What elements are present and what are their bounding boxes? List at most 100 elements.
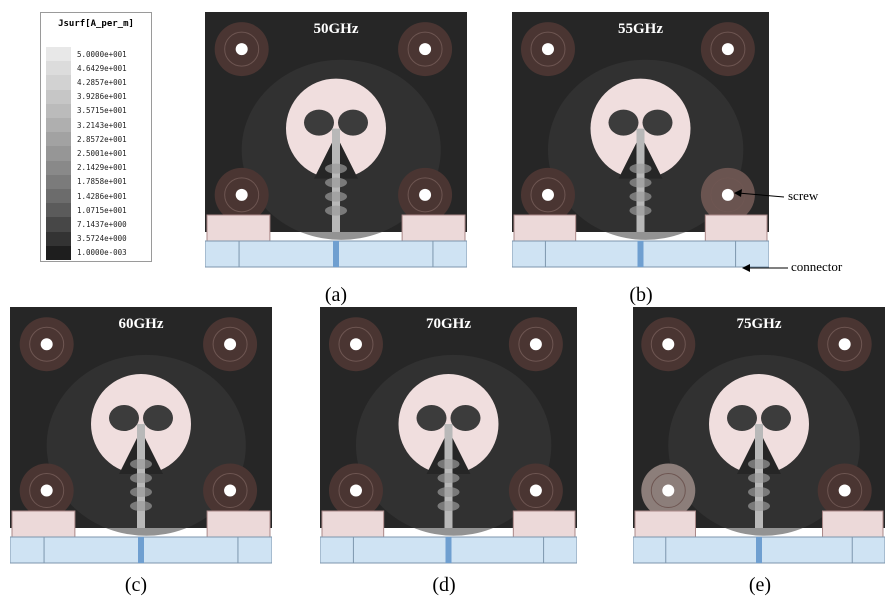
screw-hole bbox=[662, 485, 674, 497]
screw-hole bbox=[839, 338, 851, 350]
frequency-label: 75GHz bbox=[633, 316, 885, 333]
current-distribution-plot bbox=[320, 307, 577, 573]
connector-pin bbox=[756, 537, 762, 563]
screw-hole bbox=[350, 485, 362, 497]
screw-hole bbox=[722, 189, 734, 201]
current-hotspot bbox=[325, 192, 347, 202]
current-hotspot bbox=[130, 473, 152, 483]
patch-aperture-right bbox=[761, 405, 791, 431]
caption-d: (d) bbox=[414, 574, 474, 597]
screw bbox=[509, 464, 563, 518]
screw-hole bbox=[419, 189, 431, 201]
legend-tick: 2.8572e+001 bbox=[77, 132, 151, 146]
legend-swatch bbox=[46, 246, 71, 260]
frequency-label: 55GHz bbox=[512, 21, 769, 38]
panel-c: 60GHz bbox=[10, 307, 272, 573]
current-hotspot bbox=[438, 459, 460, 469]
legend-swatch bbox=[46, 217, 71, 231]
current-hotspot bbox=[325, 206, 347, 216]
legend-title: Jsurf[A_per_m] bbox=[41, 19, 151, 29]
screw-hole bbox=[419, 43, 431, 55]
current-hotspot bbox=[130, 487, 152, 497]
screw-hole bbox=[662, 338, 674, 350]
screw bbox=[641, 464, 695, 518]
current-hotspot bbox=[438, 501, 460, 511]
screw-hole bbox=[41, 338, 53, 350]
legend-tick: 7.1437e+000 bbox=[77, 217, 151, 231]
panel-a: 50GHz bbox=[205, 12, 467, 277]
current-hotspot bbox=[630, 178, 652, 188]
legend-tick: 1.0715e+001 bbox=[77, 203, 151, 217]
current-distribution-plot bbox=[205, 12, 467, 277]
legend-swatch bbox=[46, 175, 71, 189]
screw bbox=[398, 168, 452, 222]
current-hotspot bbox=[325, 178, 347, 188]
color-legend: Jsurf[A_per_m] 5.0000e+001 4.6429e+001 4.2… bbox=[40, 12, 152, 262]
legend-tick: 4.2857e+001 bbox=[77, 75, 151, 89]
legend-tick: 1.7858e+001 bbox=[77, 175, 151, 189]
legend-swatch bbox=[46, 75, 71, 89]
screw-hole bbox=[839, 485, 851, 497]
current-hotspot bbox=[438, 487, 460, 497]
legend-swatch bbox=[46, 203, 71, 217]
legend-swatch bbox=[46, 232, 71, 246]
legend-tick: 3.5724e+000 bbox=[77, 232, 151, 246]
screw-hole bbox=[236, 43, 248, 55]
patch-aperture-right bbox=[338, 110, 368, 136]
legend-color-bar bbox=[46, 47, 71, 260]
legend-tick: 1.0000e-003 bbox=[77, 246, 151, 260]
legend-tick: 2.5001e+001 bbox=[77, 146, 151, 160]
legend-swatch bbox=[46, 90, 71, 104]
screw bbox=[20, 464, 74, 518]
screw bbox=[203, 464, 257, 518]
patch-aperture-left bbox=[109, 405, 139, 431]
frequency-label: 70GHz bbox=[320, 316, 577, 333]
current-hotspot bbox=[748, 487, 770, 497]
legend-swatch bbox=[46, 132, 71, 146]
legend-tick: 3.5715e+001 bbox=[77, 104, 151, 118]
legend-swatch bbox=[46, 118, 71, 132]
screw-hole bbox=[722, 43, 734, 55]
caption-c: (c) bbox=[106, 574, 166, 597]
current-hotspot bbox=[748, 473, 770, 483]
screw-hole bbox=[350, 338, 362, 350]
legend-swatch bbox=[46, 146, 71, 160]
current-distribution-plot bbox=[512, 12, 769, 277]
current-hotspot bbox=[130, 459, 152, 469]
patch-aperture-left bbox=[304, 110, 334, 136]
connector-annotation: connector bbox=[791, 259, 842, 275]
legend-tick: 3.9286e+001 bbox=[77, 90, 151, 104]
legend-swatch bbox=[46, 61, 71, 75]
connector-pin bbox=[638, 241, 644, 267]
legend-tick: 1.4286e+001 bbox=[77, 189, 151, 203]
patch-aperture-right bbox=[643, 110, 673, 136]
caption-b: (b) bbox=[611, 284, 671, 307]
patch-aperture-right bbox=[143, 405, 173, 431]
connector-pin bbox=[446, 537, 452, 563]
current-hotspot bbox=[630, 164, 652, 174]
panel-d: 70GHz bbox=[320, 307, 577, 573]
legend-tick: 3.2143e+001 bbox=[77, 118, 151, 132]
current-distribution-plot bbox=[10, 307, 272, 573]
screw bbox=[329, 464, 383, 518]
current-hotspot bbox=[325, 164, 347, 174]
current-hotspot bbox=[630, 192, 652, 202]
panel-b: 55GHz bbox=[512, 12, 769, 277]
current-distribution-plot bbox=[633, 307, 885, 573]
connector-pin bbox=[333, 241, 339, 267]
legend-swatch bbox=[46, 189, 71, 203]
screw bbox=[701, 168, 755, 222]
patch-aperture-left bbox=[727, 405, 757, 431]
patch-aperture-right bbox=[451, 405, 481, 431]
screw-hole bbox=[224, 485, 236, 497]
screw bbox=[215, 168, 269, 222]
screw-hole bbox=[542, 43, 554, 55]
caption-e: (e) bbox=[730, 574, 790, 597]
frequency-label: 50GHz bbox=[205, 21, 467, 38]
screw-hole bbox=[542, 189, 554, 201]
current-hotspot bbox=[630, 206, 652, 216]
legend-tick: 4.6429e+001 bbox=[77, 61, 151, 75]
current-hotspot bbox=[130, 501, 152, 511]
legend-swatch bbox=[46, 47, 71, 61]
screw-annotation: screw bbox=[788, 188, 818, 204]
